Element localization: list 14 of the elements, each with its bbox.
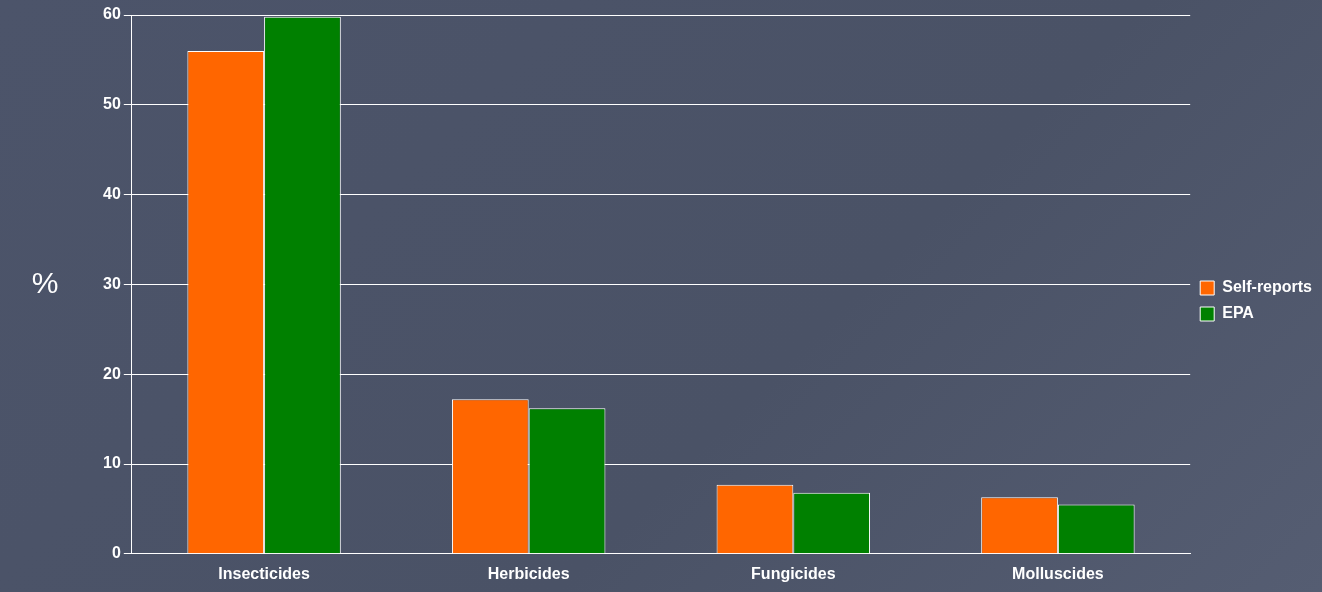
y-tick-label: 0	[111, 544, 121, 562]
y-tick-label: 30	[103, 274, 121, 292]
x-tick-label: Insecticides	[218, 564, 310, 582]
legend-label: Self-reports	[1222, 278, 1313, 296]
y-tick-label: 60	[103, 5, 121, 23]
y-tick-label: 10	[103, 454, 121, 472]
legend-label: EPA	[1222, 304, 1255, 322]
x-tick-label: Fungicides	[751, 564, 836, 582]
y-axis-title: %	[31, 265, 59, 299]
y-tick-label: 20	[103, 364, 121, 382]
y-tick-label: 50	[103, 95, 121, 113]
x-tick-label: Molluscides	[1012, 564, 1104, 582]
x-tick-label: Herbicides	[487, 564, 570, 582]
y-tick-label: 40	[103, 185, 121, 203]
